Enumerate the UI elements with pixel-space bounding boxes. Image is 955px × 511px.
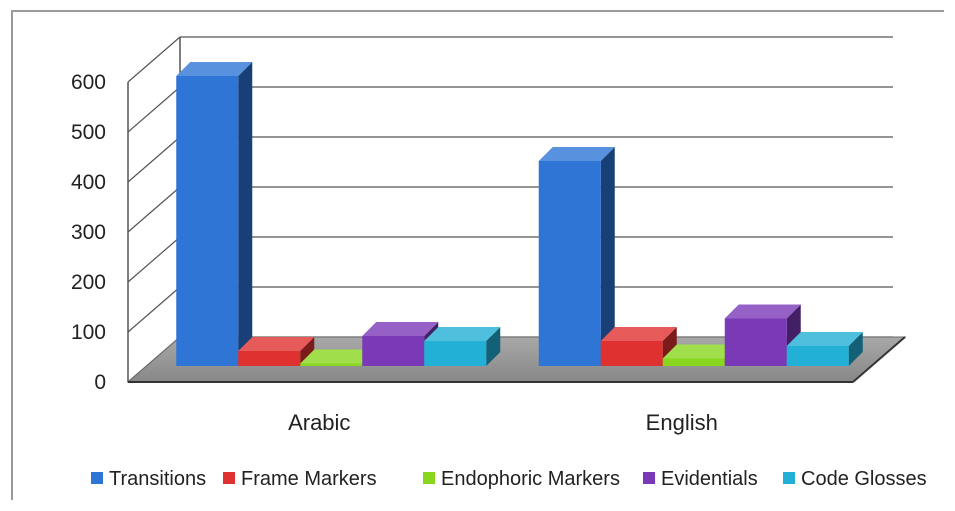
- legend-swatch: [783, 472, 795, 484]
- bar-top: [362, 322, 439, 336]
- bar-transitions-english: [538, 147, 615, 366]
- bar-side: [600, 147, 615, 366]
- y-tick-label: 0: [94, 371, 106, 394]
- y-tick-label: 300: [71, 221, 106, 244]
- bar-top: [600, 327, 677, 341]
- bar-side: [300, 337, 315, 366]
- y-tick-label: 100: [71, 321, 106, 344]
- bar-top: [724, 304, 801, 319]
- legend-label: Evidentials: [661, 468, 758, 490]
- legend-item-frame-markers: Frame Markers: [223, 468, 377, 490]
- side-wall-gridline: [127, 236, 181, 283]
- bar-top: [238, 337, 315, 351]
- y-tick-label: 600: [71, 71, 106, 94]
- bar-frame-markers-english: [600, 327, 677, 366]
- bar-top: [424, 327, 501, 341]
- bar-front: [300, 363, 363, 366]
- bar-frame-markers-arabic: [238, 337, 315, 366]
- bars: [176, 62, 863, 366]
- legend-label: Frame Markers: [241, 468, 377, 490]
- y-tick-label: 500: [71, 121, 106, 144]
- y-axis-ticks: 0 100 200 300 400 500 600: [71, 71, 106, 394]
- bar-top: [538, 147, 615, 161]
- floor-edge: [852, 336, 906, 383]
- bar-side: [238, 62, 253, 366]
- legend-swatch: [223, 472, 235, 484]
- side-wall-gridline: [127, 86, 181, 133]
- bar-front: [176, 76, 239, 366]
- legend-item-code-glosses: Code Glosses: [783, 468, 927, 490]
- y-tick-label: 400: [71, 171, 106, 194]
- legend-label: Transitions: [109, 468, 206, 490]
- bar-front: [600, 341, 663, 366]
- chart-frame: 0 100 200 300 400 500 600 Arabic English Transi…: [11, 10, 944, 500]
- bar-front: [724, 318, 787, 366]
- bar-code-glosses-english: [786, 332, 863, 366]
- x-tick-label: Arabic: [288, 410, 350, 435]
- legend-item-transitions: Transitions: [91, 468, 206, 490]
- legend-label: Code Glosses: [801, 468, 927, 490]
- bar-side: [848, 332, 863, 366]
- legend-swatch: [643, 472, 655, 484]
- legend-item-evidentials: Evidentials: [643, 468, 758, 490]
- y-tick-label: 200: [71, 271, 106, 294]
- side-wall-gridline: [127, 286, 181, 333]
- bar-front: [662, 358, 725, 366]
- bar-transitions-arabic: [176, 62, 253, 366]
- bar-top: [176, 62, 253, 76]
- bar-top: [786, 332, 863, 346]
- bar-front: [424, 341, 487, 366]
- bar-front: [362, 336, 425, 366]
- legend-swatch: [91, 472, 103, 484]
- legend-label: Endophoric Markers: [441, 468, 620, 490]
- bar-side: [486, 327, 501, 366]
- bar-top: [300, 349, 377, 364]
- side-wall-gridline: [127, 36, 181, 83]
- chart: 0 100 200 300 400 500 600 Arabic English Transi…: [71, 36, 927, 490]
- x-tick-label: English: [646, 410, 718, 435]
- bar-front: [238, 351, 301, 366]
- bar-code-glosses-arabic: [424, 327, 501, 366]
- x-axis-ticks: Arabic English: [288, 410, 718, 435]
- legend-swatch: [423, 472, 435, 484]
- bar-top: [662, 344, 739, 359]
- bar-front: [786, 346, 849, 366]
- legend-item-endophoric-markers: Endophoric Markers: [423, 468, 620, 490]
- side-wall-gridline: [127, 186, 181, 233]
- bar-front: [538, 161, 601, 366]
- legend: Transitions Frame Markers Endophoric Marke…: [91, 468, 927, 490]
- side-wall-gridline: [127, 136, 181, 183]
- gridlines: [127, 36, 893, 383]
